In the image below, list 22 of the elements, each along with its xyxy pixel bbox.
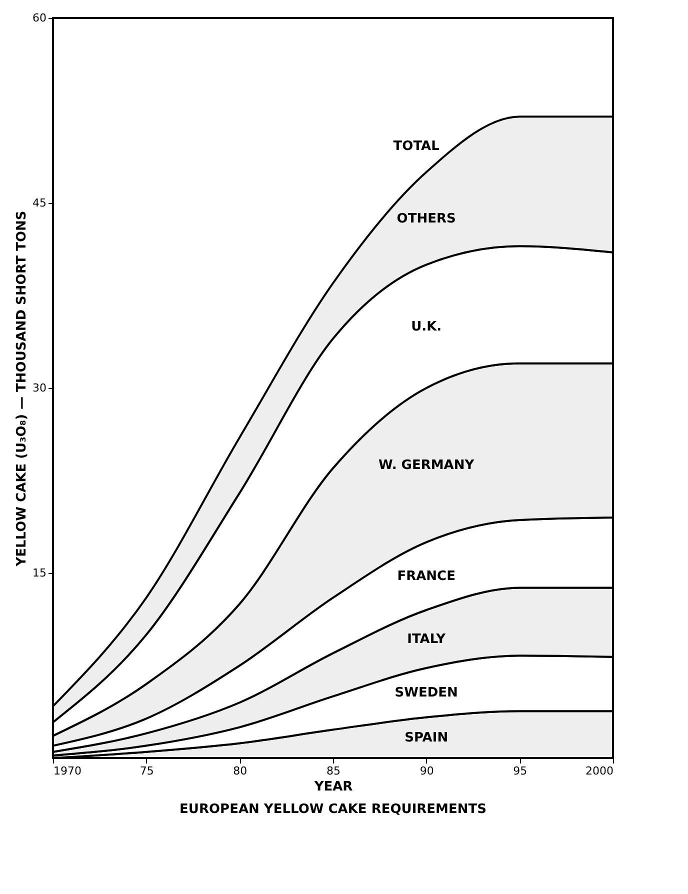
series-label: W. GERMANY xyxy=(378,458,475,474)
text: EUROPEAN YELLOW CAKE REQUIREMENTS xyxy=(180,802,486,817)
y-tick-label: 15 xyxy=(32,566,46,580)
series-label: SPAIN xyxy=(404,730,448,746)
x-tick-label: 75 xyxy=(140,764,154,778)
series-label: SWEDEN xyxy=(394,686,458,701)
x-tick-label: 80 xyxy=(233,764,248,778)
x-tick-label: 1970 xyxy=(54,764,82,778)
y-tick-label: 45 xyxy=(32,196,46,210)
y-tick-label: 60 xyxy=(32,12,46,24)
x-tick-label: 85 xyxy=(326,764,340,778)
series-label: FRANCE xyxy=(397,569,456,584)
x-axis-title: YEAR xyxy=(313,780,353,794)
x-tick-label: 90 xyxy=(420,764,434,778)
series-label: U.K. xyxy=(411,319,442,334)
annotation: TOTAL xyxy=(393,139,440,154)
series-label: ITALY xyxy=(407,632,446,647)
y-axis-title: YELLOW CAKE (U₃O₈) — THOUSAND SHORT TONS xyxy=(14,210,30,568)
x-tick-label: 95 xyxy=(513,764,528,778)
y-tick-label: 30 xyxy=(32,382,46,394)
series-label: OTHERS xyxy=(396,211,456,226)
x-tick-label: 2000 xyxy=(586,764,614,778)
